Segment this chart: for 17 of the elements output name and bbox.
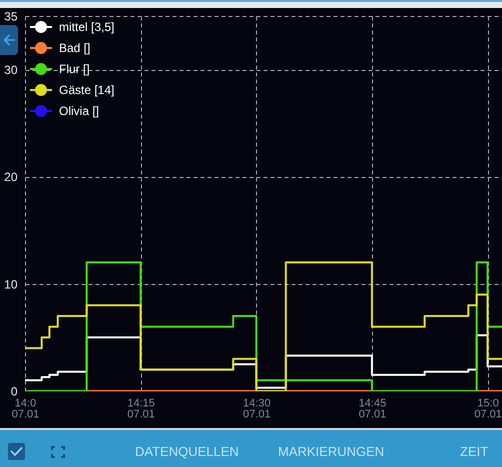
x-tick-label: 15:0 07.01 bbox=[474, 398, 502, 420]
legend-label: Gäste [14] bbox=[59, 83, 114, 97]
x-tick-label: 14:15 07.01 bbox=[127, 398, 155, 420]
x-tick-label: 14:30 07.01 bbox=[243, 398, 271, 420]
button-label: MARKIERUNGEN bbox=[278, 444, 384, 459]
y-tick-label: 10 bbox=[4, 277, 18, 292]
x-tick-label: 14:45 07.01 bbox=[358, 398, 386, 420]
y-tick-label: 35 bbox=[4, 10, 18, 24]
button-label: ZEIT bbox=[460, 444, 488, 459]
y-tick-label: 20 bbox=[4, 170, 18, 184]
y-tick-label: 0 bbox=[10, 384, 18, 398]
legend-label: Olivia [] bbox=[59, 104, 100, 118]
x-tick-label: 14:0 07.01 bbox=[12, 398, 40, 420]
legend-label: Bad [] bbox=[59, 41, 90, 55]
button-label: DATENQUELLEN bbox=[135, 444, 239, 459]
y-tick-label: 30 bbox=[4, 63, 18, 78]
legend-label: mittel [3,5] bbox=[59, 20, 114, 34]
